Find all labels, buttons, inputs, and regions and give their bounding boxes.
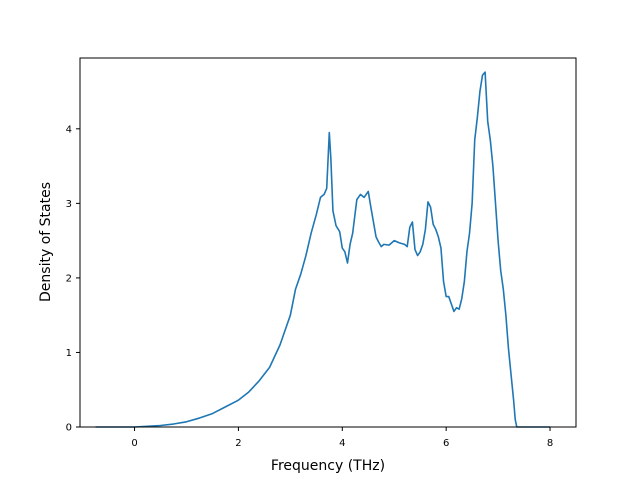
y-axis-label: Density of States [38, 182, 54, 302]
y-tick-label: 1 [66, 348, 72, 359]
y-tick-label: 4 [66, 124, 72, 135]
x-tick-label: 0 [131, 438, 137, 449]
x-tick-label: 8 [547, 438, 553, 449]
y-tick-label: 2 [66, 273, 72, 284]
y-tick-label: 0 [66, 423, 72, 434]
x-tick-label: 6 [443, 438, 449, 449]
x-axis-label: Frequency (THz) [271, 458, 385, 474]
plot-area-frame [79, 57, 577, 428]
x-tick-label: 2 [235, 438, 241, 449]
x-tick-label: 4 [339, 438, 345, 449]
y-tick-label: 3 [66, 199, 72, 210]
dos-series-line [95, 71, 551, 428]
